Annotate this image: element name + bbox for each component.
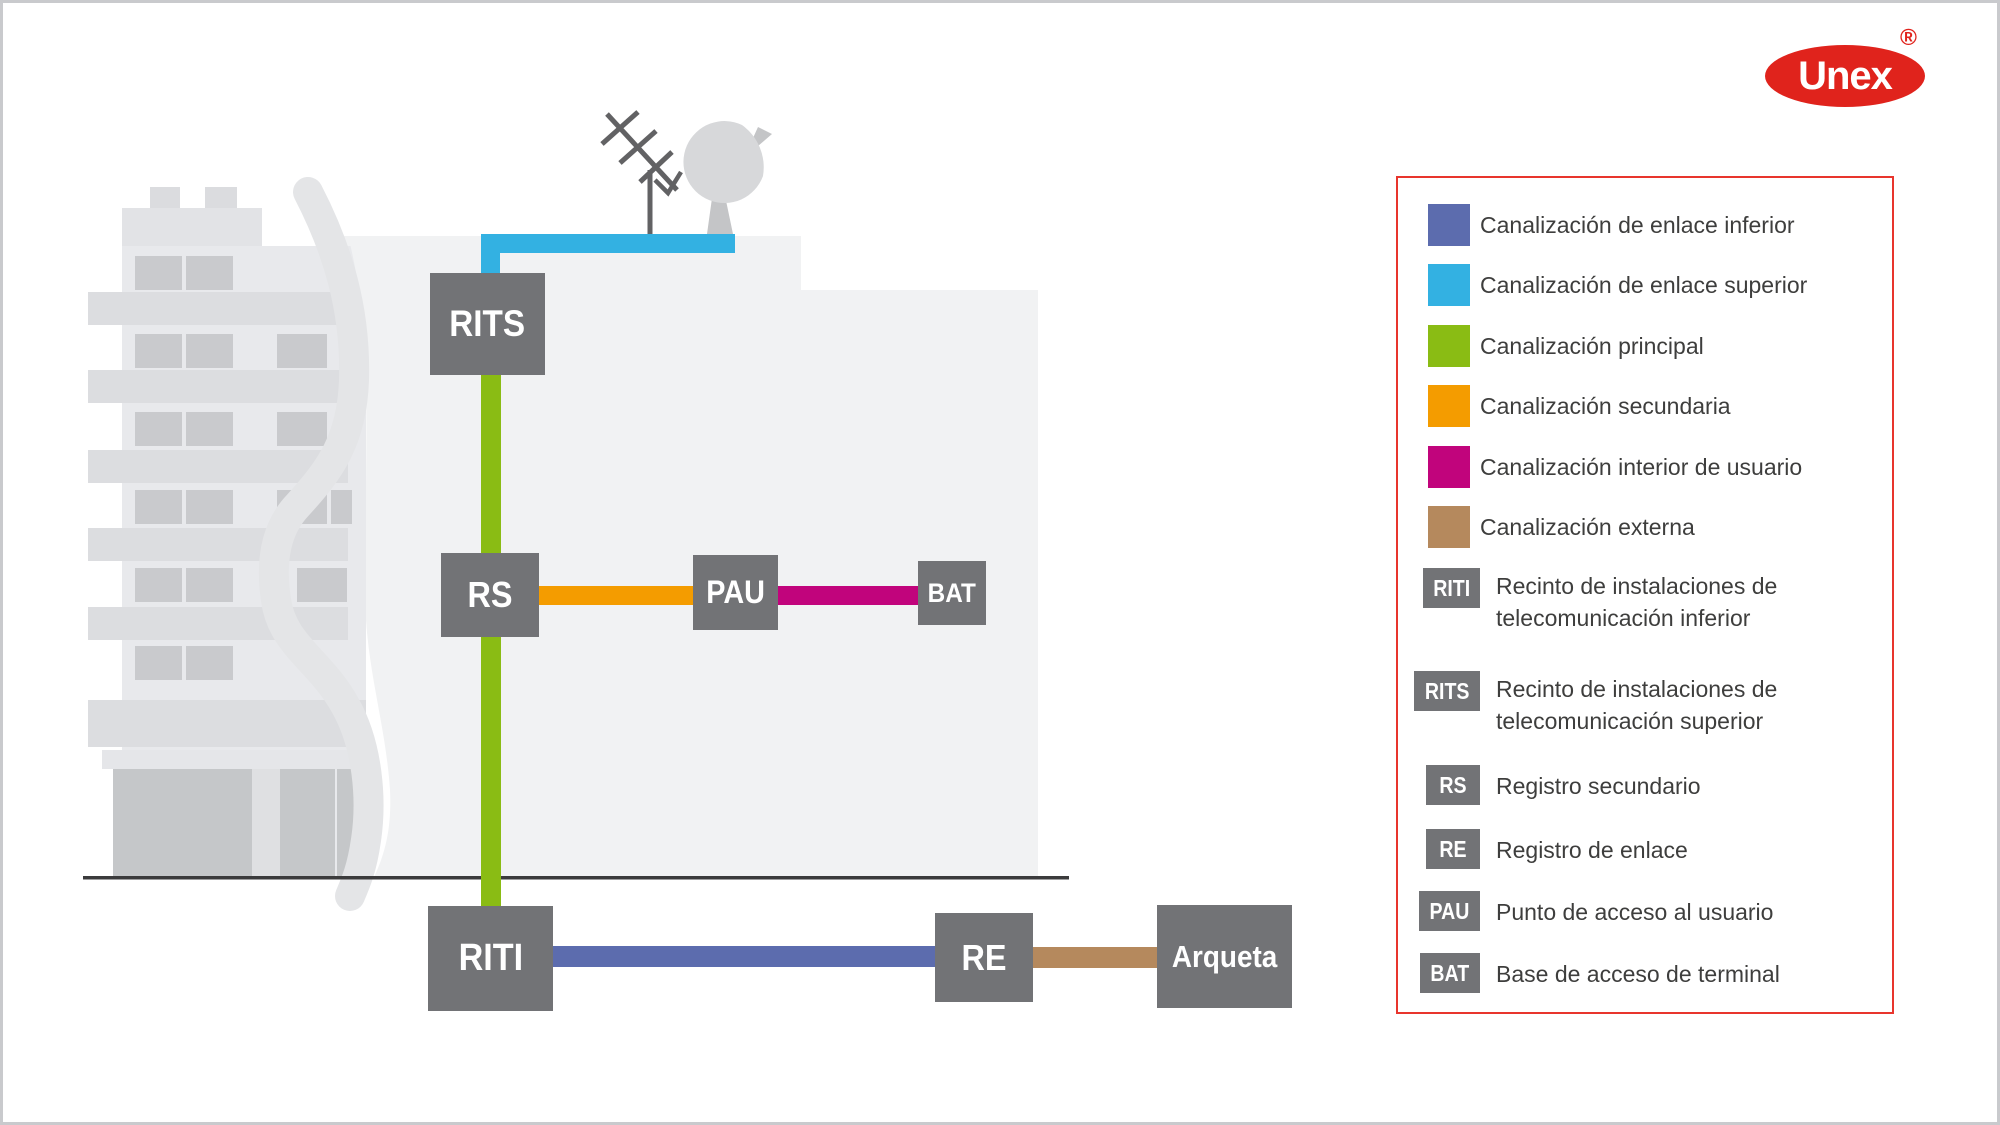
- window: [135, 646, 182, 680]
- legend-swatch-enlace-superior: [1428, 264, 1470, 306]
- box-bat: BAT: [918, 561, 986, 625]
- line-canalizacion-externa: [1032, 947, 1158, 968]
- cutaway-curve: [258, 177, 384, 911]
- chimney: [150, 187, 180, 211]
- window: [331, 490, 352, 524]
- ground-line: [83, 876, 1069, 880]
- window: [135, 256, 182, 290]
- legend-chip-rs: RS: [1426, 765, 1480, 805]
- legend-label: Canalización de enlace inferior: [1480, 212, 1795, 238]
- registered-trademark-icon: ®: [1900, 24, 1917, 50]
- legend-chip-rits: RITS: [1413, 671, 1480, 711]
- box-bat-label: BAT: [927, 577, 977, 608]
- legend-swatch-secundaria: [1428, 385, 1470, 427]
- balcony-slab: [88, 607, 348, 640]
- unex-logo-text: Unex: [1798, 53, 1893, 98]
- window: [186, 490, 233, 524]
- legend-panel: Canalización de enlace inferior Canaliza…: [1396, 176, 1894, 1014]
- legend-label: Punto de acceso al usuario: [1496, 899, 1774, 925]
- box-pau: PAU: [693, 555, 778, 630]
- building-facade: [88, 187, 367, 877]
- storefront-opening: [113, 769, 252, 877]
- line-canalizacion-enlace-inferior: [552, 946, 936, 967]
- legend-label: Canalización secundaria: [1480, 393, 1731, 419]
- box-arqueta-label: Arqueta: [1171, 938, 1278, 974]
- window: [186, 412, 233, 446]
- window: [186, 646, 233, 680]
- legend-label: Canalización de enlace superior: [1480, 272, 1808, 298]
- window: [186, 568, 233, 602]
- window: [186, 256, 233, 290]
- window: [297, 568, 347, 602]
- window: [135, 568, 182, 602]
- box-re: RE: [935, 913, 1033, 1002]
- legend-chip-bat: BAT: [1420, 953, 1480, 993]
- legend-chip-re: RE: [1426, 829, 1480, 869]
- legend-chip-re-label: RE: [1439, 835, 1467, 862]
- legend-swatch-principal: [1428, 325, 1470, 367]
- window: [135, 490, 182, 524]
- balcony-slab: [88, 292, 348, 325]
- line-canalizacion-principal: [481, 374, 501, 907]
- satellite-dish-icon: [683, 121, 772, 234]
- legend-chip-pau-label: PAU: [1429, 897, 1470, 924]
- window: [186, 334, 233, 368]
- box-rs: RS: [441, 553, 539, 637]
- legend-label: Registro secundario: [1496, 773, 1701, 799]
- legend-label: Canalización interior de usuario: [1480, 454, 1803, 480]
- line-canalizacion-secundaria: [539, 586, 693, 605]
- legend-chip-riti-label: RITI: [1432, 574, 1470, 601]
- storefront-slab: [88, 700, 366, 747]
- box-rits-label: RITS: [449, 303, 526, 344]
- legend-label: Registro de enlace: [1496, 837, 1688, 863]
- box-rs-label: RS: [467, 574, 513, 615]
- storefront-lintel: [102, 750, 366, 769]
- legend-label: Recinto de instalaciones de telecomunica…: [1496, 676, 1778, 734]
- legend-chip-pau: PAU: [1419, 891, 1480, 931]
- storefront-opening: [280, 769, 335, 877]
- unex-logo: Unex: [1765, 45, 1925, 107]
- line-canalizacion-interior-usuario: [778, 586, 918, 605]
- box-re-label: RE: [961, 936, 1007, 978]
- legend-label: Base de acceso de terminal: [1496, 961, 1780, 987]
- chimney: [205, 187, 237, 211]
- legend-swatch-interior-usuario: [1428, 446, 1470, 488]
- window: [135, 334, 182, 368]
- building-interior-panel: [318, 236, 1038, 877]
- storefront-pillar: [252, 769, 280, 877]
- tv-antenna-icon: [600, 110, 683, 236]
- attic-band: [122, 208, 262, 246]
- window: [277, 412, 327, 446]
- legend-label: Canalización principal: [1480, 333, 1704, 359]
- line-canalizacion-enlace-superior-drop: [481, 234, 500, 274]
- balcony-slab: [88, 528, 348, 561]
- legend-chip-bat-label: BAT: [1430, 959, 1470, 986]
- legend-chip-riti: RITI: [1422, 568, 1480, 608]
- window: [135, 412, 182, 446]
- legend-swatch-enlace-inferior: [1428, 204, 1470, 246]
- window: [277, 334, 327, 368]
- balcony-slab: [88, 370, 348, 403]
- legend-chip-rits-label: RITS: [1424, 677, 1470, 704]
- legend-swatch-externa: [1428, 506, 1470, 548]
- box-riti: RITI: [428, 906, 553, 1011]
- legend-label: Recinto de instalaciones de telecomunica…: [1496, 573, 1778, 631]
- legend-chip-rs-label: RS: [1439, 771, 1467, 798]
- legend-label: Canalización externa: [1480, 514, 1695, 540]
- box-pau-label: PAU: [706, 574, 765, 610]
- line-canalizacion-enlace-superior: [481, 234, 735, 253]
- box-rits: RITS: [430, 273, 545, 375]
- box-arqueta: Arqueta: [1157, 905, 1292, 1008]
- box-riti-label: RITI: [458, 937, 523, 979]
